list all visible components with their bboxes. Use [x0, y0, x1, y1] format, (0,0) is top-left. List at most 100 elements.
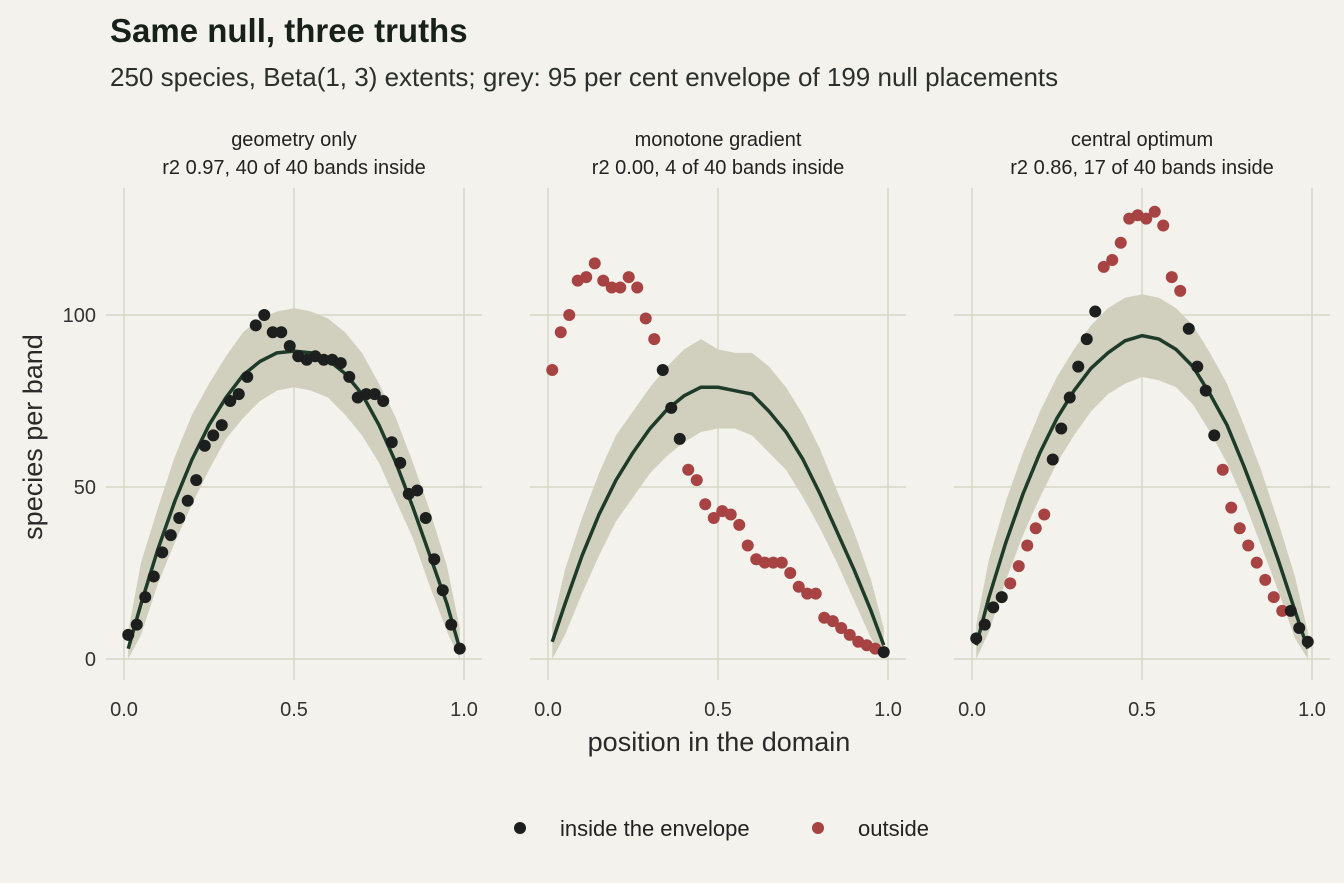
y-tick-label: 100 [63, 305, 96, 327]
point-inside [164, 529, 177, 542]
point-outside [648, 333, 661, 346]
point-inside [987, 601, 1000, 614]
point-inside [1293, 622, 1306, 635]
point-inside [283, 339, 296, 352]
point-inside [130, 618, 143, 631]
point-outside [546, 364, 559, 377]
point-inside [436, 584, 449, 597]
point-inside [656, 364, 669, 377]
point-outside [707, 511, 720, 524]
point-inside [665, 401, 678, 414]
point-outside [775, 556, 788, 569]
point-outside [809, 587, 822, 600]
legend-outside-label: outside [858, 816, 929, 841]
point-outside [1021, 539, 1034, 552]
x-tick-label: 1.0 [450, 699, 478, 721]
point-inside [224, 395, 237, 407]
point-outside [631, 281, 644, 294]
legend: inside the envelope outside [514, 816, 929, 841]
null-mean-line [974, 333, 1310, 650]
point-inside [970, 632, 983, 645]
panel-title: monotone gradient [635, 129, 802, 151]
point-inside [1182, 322, 1195, 335]
point-inside [1072, 360, 1085, 373]
point-inside [1191, 360, 1204, 373]
point-inside [317, 353, 330, 366]
null-envelope [976, 294, 1308, 659]
point-outside [1038, 508, 1051, 521]
point-outside [758, 556, 771, 569]
point-outside [733, 518, 746, 531]
point-outside [614, 281, 627, 294]
x-tick-label: 1.0 [1298, 699, 1326, 721]
point-inside [428, 553, 441, 566]
point-outside [1267, 591, 1280, 604]
point-inside [360, 388, 373, 401]
y-tick-label: 50 [74, 477, 96, 499]
x-tick-label: 0.5 [1128, 699, 1156, 721]
panel-2: 0.0 0.5 1.0 monotone gradient r2 0.00, 4 of … [530, 129, 906, 721]
point-inside [1301, 635, 1314, 648]
point-outside [1233, 522, 1246, 535]
panel-title: central optimum [1071, 129, 1213, 151]
point-inside [215, 419, 228, 432]
point-outside [724, 508, 737, 521]
point-inside [368, 388, 381, 401]
point-inside [139, 591, 152, 604]
point-inside [377, 395, 390, 407]
point-inside [156, 546, 169, 559]
point-inside [445, 618, 458, 631]
point-outside [690, 474, 703, 487]
x-axis-title: position in the domain [588, 727, 851, 757]
point-outside [843, 628, 856, 641]
point-inside [181, 494, 194, 507]
null-envelope [552, 339, 884, 659]
point-inside [394, 456, 407, 469]
point-inside [411, 484, 424, 497]
point-outside [699, 498, 712, 511]
y-axis-title: species per band [18, 334, 48, 540]
point-inside [1046, 453, 1059, 466]
point-inside [258, 309, 271, 321]
point-inside [207, 429, 220, 442]
point-inside [249, 319, 262, 332]
point-outside [784, 567, 797, 579]
point-inside [419, 511, 432, 524]
point-inside [275, 326, 288, 339]
x-tick-label: 0.5 [280, 699, 308, 721]
point-outside [792, 580, 805, 593]
legend-inside-label: inside the envelope [560, 816, 750, 841]
point-outside [1140, 212, 1153, 225]
panel-1: 0.0 0.5 1.0 0 50 100 geometry only r2 0.97, 40 … [63, 129, 482, 721]
x-tick-label: 0.0 [958, 699, 986, 721]
point-outside [1216, 463, 1229, 476]
point-inside [1089, 305, 1102, 318]
point-outside [1165, 271, 1178, 284]
panel-subtitle: r2 0.86, 17 of 40 bands inside [1010, 157, 1274, 179]
chart-subtitle: 250 species, Beta(1, 3) extents; grey: 9… [110, 62, 1059, 92]
point-outside [1174, 284, 1187, 297]
point-outside [639, 312, 652, 325]
point-outside [1004, 577, 1017, 590]
panel-subtitle: r2 0.00, 4 of 40 bands inside [592, 157, 844, 179]
y-tick-label: 0 [85, 649, 96, 671]
point-outside [580, 271, 593, 284]
null-mean-line [550, 385, 886, 646]
point-inside [1080, 333, 1093, 346]
point-inside [877, 646, 890, 659]
point-outside [835, 622, 848, 635]
point-outside [741, 539, 754, 552]
point-inside [673, 432, 686, 445]
point-inside [122, 628, 135, 641]
point-inside [1208, 429, 1221, 442]
point-outside [1029, 522, 1042, 535]
chart-title: Same null, three truths [110, 12, 468, 49]
point-inside [453, 642, 466, 655]
point-outside [1012, 560, 1025, 573]
point-outside [1148, 205, 1161, 218]
point-outside [1259, 573, 1272, 586]
point-outside [1242, 539, 1255, 552]
point-outside [588, 257, 601, 270]
point-outside [1276, 604, 1289, 617]
